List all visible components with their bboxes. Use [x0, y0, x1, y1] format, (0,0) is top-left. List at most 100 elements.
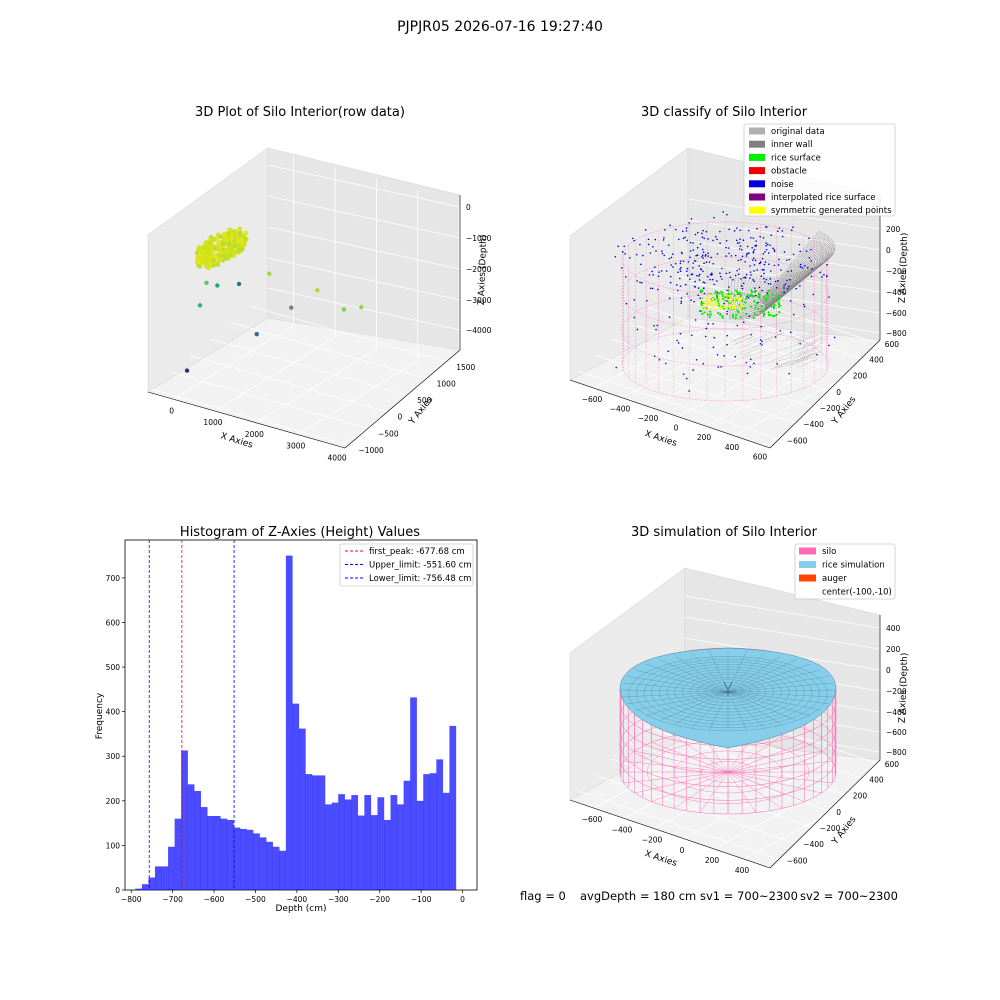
panel3-ytick: 700 [106, 574, 121, 583]
panel2-ztick: −400 [886, 288, 907, 297]
panel3-ylabel: Frequency [95, 692, 105, 739]
panel2-ytick: 200 [853, 372, 868, 381]
panel2-xtick: 400 [725, 443, 740, 452]
panel3-xtick: −300 [328, 895, 349, 904]
cluster-point [214, 243, 220, 249]
histogram-bar [279, 850, 287, 890]
panel-classify-3d: 3D classify of Silo Interior −600 −400 −20… [569, 105, 910, 461]
legend-label: center(-100,-10) [822, 588, 892, 598]
panel4-ytick: 600 [885, 760, 900, 769]
panel4-ztick: −800 [886, 748, 907, 757]
panel3-xtick: −400 [287, 895, 308, 904]
cluster-point [240, 247, 245, 252]
panel2-xtick: 600 [753, 452, 768, 461]
panel3-xtick: −100 [411, 895, 432, 904]
legend-swatch [749, 193, 765, 201]
cluster-point [235, 238, 240, 244]
histogram-bar [298, 728, 306, 890]
legend-label: original data [771, 127, 825, 137]
cluster-point [239, 242, 244, 248]
legend-label: auger [822, 574, 847, 584]
histogram-bar [233, 827, 241, 890]
panel1-ztick: −1000 [466, 234, 492, 243]
panel4-ztick: 0 [886, 666, 891, 675]
status-sv2: sv2 = 700~2300 [800, 889, 898, 903]
panel2-ztick: 200 [886, 225, 901, 234]
histogram-bar [168, 846, 175, 890]
histogram-bar [161, 866, 169, 890]
panel3-ytick: 200 [106, 797, 121, 806]
cluster-point [227, 245, 233, 251]
panel2-legend: original data inner wall rice surface obsta… [743, 123, 896, 217]
panel4-ztick: −600 [886, 728, 907, 737]
outlier-point [184, 368, 190, 373]
panel4-ztick: 400 [886, 624, 901, 633]
cluster-point [238, 233, 243, 238]
panel3-ticks: −800 −700 −600 −500 −400 −300 −200 −100 0 0 100 200… [106, 574, 465, 904]
panel3-vlines [148, 540, 235, 890]
panel4-ytick: −400 [803, 840, 824, 849]
panel4-title: 3D simulation of Silo Interior [631, 525, 818, 540]
histogram-bar [370, 815, 378, 890]
panel1-xtick: 0 [169, 406, 174, 415]
legend-label: rice simulation [822, 561, 885, 571]
outlier-point [341, 307, 347, 312]
cluster-point [224, 256, 229, 261]
panel1-xtick: 1000 [203, 418, 222, 427]
panel4-ytick: 400 [869, 775, 884, 784]
cluster-point [229, 235, 234, 241]
cluster-point [208, 234, 214, 240]
panel3-ytick: 500 [106, 663, 121, 672]
panel3-ytick: 600 [106, 618, 121, 627]
outlier-point [197, 303, 203, 308]
panel3-xlabel: Depth (cm) [275, 904, 326, 914]
panel4-xtick: 200 [705, 856, 720, 865]
panel1-xtick: 2000 [245, 430, 264, 439]
cluster-point [216, 247, 221, 252]
histogram-bar [397, 804, 404, 890]
panel2-ztick: −800 [886, 329, 907, 338]
cluster-point [211, 258, 216, 264]
panel3-ytick: 100 [106, 841, 121, 850]
cluster-point [211, 263, 216, 268]
histogram-bar [174, 818, 182, 890]
histogram-bar [331, 802, 339, 890]
histogram-bar [207, 815, 215, 890]
panel3-xtick: −700 [162, 895, 183, 904]
panel3-legend: first_peak: -677.68 cm Upper_limit: -551.… [339, 543, 474, 587]
panel1-ytick: −1000 [358, 446, 384, 455]
status-flag: flag = 0 [520, 889, 566, 903]
panel3-title: Histogram of Z-Axies (Height) Values [180, 525, 420, 540]
histogram-bar [442, 792, 450, 890]
histogram-bar [253, 833, 260, 890]
panel1-xtick: 3000 [286, 442, 305, 451]
panel4-xtick: 0 [680, 846, 685, 855]
rice-mesh [620, 650, 836, 732]
panel1-ytick: 0 [398, 413, 403, 422]
cluster-point [194, 250, 199, 256]
cluster-point [197, 259, 203, 265]
histogram-bar [344, 799, 352, 890]
panel4-zlabel: Z Axies (Depth) [898, 653, 910, 724]
panel4-scene [619, 647, 837, 815]
cluster-point [202, 245, 207, 251]
panel3-ytick: 0 [115, 886, 120, 895]
figure-suptitle: PJPJR05 2026-07-16 19:27:40 [397, 19, 603, 35]
panel1-ztick: −3000 [466, 296, 492, 305]
legend-swatch [749, 140, 765, 148]
panel1-axes-box [147, 147, 461, 449]
histogram-bar [187, 784, 195, 890]
outlier-point [236, 281, 242, 287]
panel4-ticks: −600−400−2000200400−600−400−200020040060… [582, 624, 907, 875]
panel2-xtick: −400 [610, 405, 631, 414]
histogram-bar [154, 866, 162, 890]
panel1-ytick: −500 [378, 429, 399, 438]
cluster-point [215, 262, 221, 268]
panel3-xtick: 0 [460, 895, 465, 904]
legend-swatch [749, 127, 765, 135]
panel4-ytick: −600 [787, 856, 808, 865]
histogram-bar [213, 815, 221, 890]
histogram-bar [305, 774, 313, 890]
panel4-legend: silo rice simulation auger center(-100,-10) [794, 543, 896, 600]
panel4-xtick: 400 [735, 866, 750, 875]
